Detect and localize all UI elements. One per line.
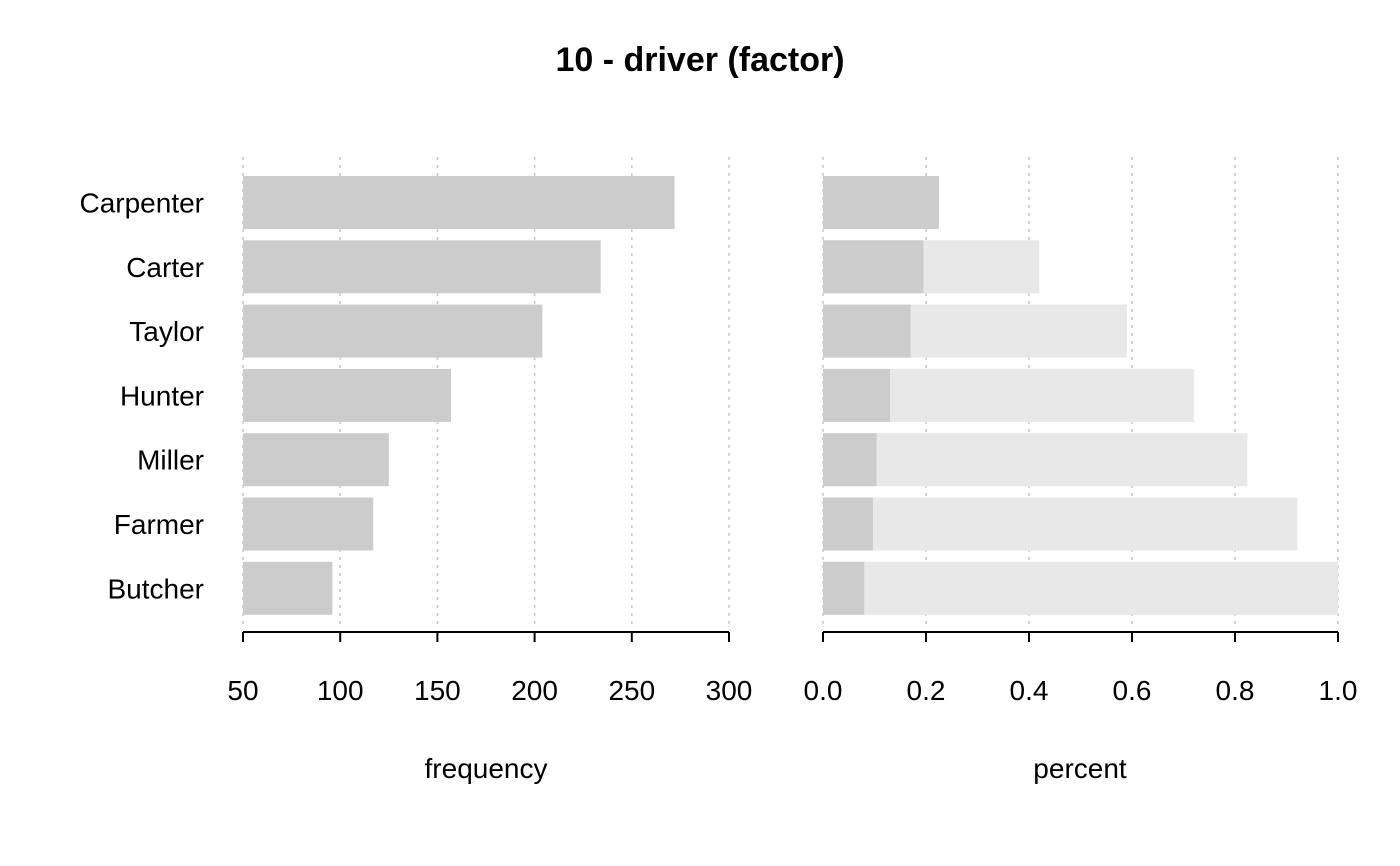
x-tick-label: 0.0 [804,675,843,706]
frequency-panel: 50 100 150 200 250 300 [227,157,752,706]
frequency-axis-label: frequency [425,753,548,784]
category-label: Carter [126,252,204,283]
category-label: Hunter [120,380,204,411]
percent-bar [823,240,924,294]
frequency-bar [243,433,389,487]
x-tick-label: 250 [608,675,655,706]
category-label: Taylor [129,316,204,347]
frequency-bar [243,240,601,294]
percent-bar [823,433,877,487]
percent-bar [823,561,865,615]
category-label: Carpenter [79,188,204,219]
x-tick-label: 150 [414,675,461,706]
x-tick-label: 50 [227,675,258,706]
x-tick-label: 0.8 [1216,675,1255,706]
cumulative-percent-bar [823,561,1338,615]
frequency-bar [243,304,543,358]
percent-bar [823,368,890,422]
frequency-bar [243,368,452,422]
percent-bar [823,304,911,358]
cumulative-percent-bar [823,497,1298,551]
frequency-bar [243,497,374,551]
x-tick-label: 0.4 [1010,675,1049,706]
x-tick-label: 100 [317,675,364,706]
percent-axis-label: percent [1033,753,1127,784]
category-label: Miller [137,445,204,476]
cumulative-percent-bar [823,433,1248,487]
category-label: Butcher [108,573,205,604]
percent-bar [823,176,939,229]
x-tick-label: 0.6 [1113,675,1152,706]
chart-title: 10 - driver (factor) [555,41,844,79]
x-tick-label: 200 [511,675,558,706]
frequency-bar [243,176,675,229]
percent-panel: 0.0 0.2 0.4 0.6 0.8 1.0 [804,157,1358,706]
frequency-bar [243,561,333,615]
x-tick-label: 300 [706,675,753,706]
x-tick-label: 0.2 [907,675,946,706]
percent-bar [823,497,873,551]
x-tick-label: 1.0 [1319,675,1358,706]
category-labels: Carpenter Carter Taylor Hunter Miller Farmer B… [79,188,204,605]
category-label: Farmer [114,509,204,540]
